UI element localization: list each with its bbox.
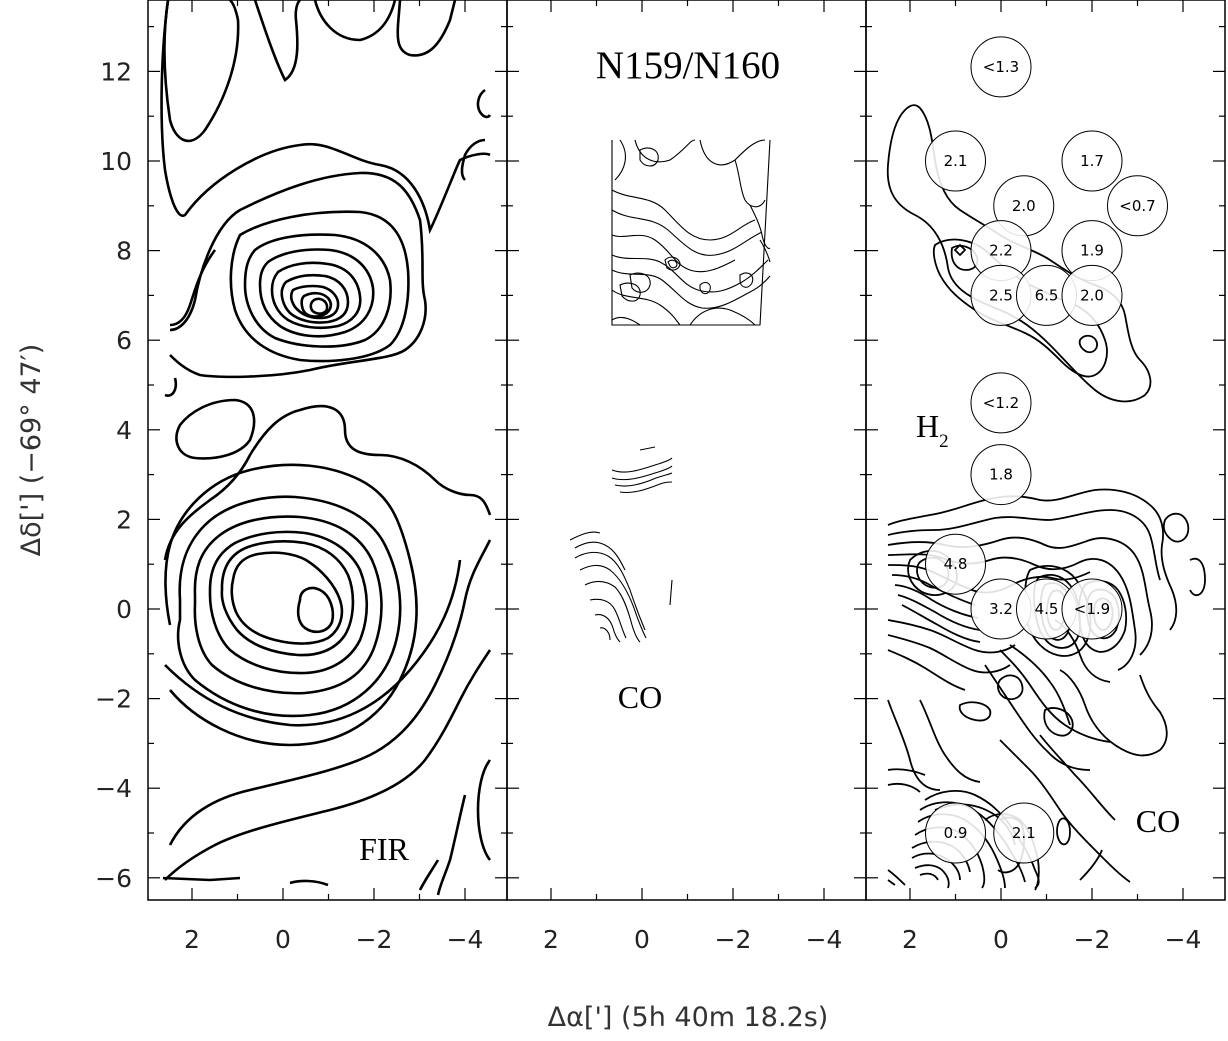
x-tick-labels: 2 0 −2 −4 2 0 −2 −4 2 0 −2 −4 [184,925,1201,954]
value-bubble [925,802,986,864]
x-tick-label: −2 [1074,925,1111,954]
fir-contours [160,0,492,896]
x-tick-label: 2 [184,925,200,954]
y-tick-label: 2 [116,505,132,534]
value-bubble-label: <1.2 [983,394,1019,412]
panel-label-co-middle: CO [618,679,662,715]
value-bubble-label: 2.0 [1012,197,1036,215]
x-tick-label: 2 [543,925,559,954]
x-tick-label: 0 [275,925,291,954]
panel-label-h2-subscript: 2 [939,431,949,452]
y-tick-label: 10 [100,147,132,176]
y-tick-label: −4 [95,774,132,803]
value-bubble-label: 2.0 [1080,286,1104,304]
value-bubble [1061,130,1123,192]
value-bubble [925,130,986,192]
value-bubble-label: <1.9 [1074,600,1110,618]
y-tick-label: 0 [116,595,132,624]
value-bubble [970,36,1032,98]
x-tick-label: −2 [715,925,752,954]
x-tick-label: 2 [902,925,918,954]
value-bubble-label: 1.7 [1080,152,1104,170]
value-bubble-label: <0.7 [1119,197,1155,215]
value-bubble-label: 4.5 [1035,600,1059,618]
panel-label-co-right: CO [1136,803,1180,839]
chart-title: N159/N160 [596,44,780,87]
y-tick-label: 4 [116,416,132,445]
value-bubble-label: 3.2 [989,600,1013,618]
panel-frame-h2co [865,0,1226,901]
x-axis-label: Δα['] (5h 40m 18.2s) [548,1002,829,1033]
value-bubble [1061,578,1123,640]
value-bubble-label: 4.8 [944,555,968,573]
y-tick-label: −6 [95,864,132,893]
value-bubble [1061,264,1123,326]
h2-bubbles: <1.3 2.1 1.7 2.0 <0.7 2.2 1.9 2.5 6.5 2.0 <1.2 1.8 4… [925,36,1168,864]
value-bubble [993,802,1055,864]
co-contours-middle [569,139,771,643]
value-bubble-label: 2.1 [944,152,968,170]
y-tick-label: 6 [116,326,132,355]
x-tick-label: −4 [1165,925,1202,954]
x-tick-label: −2 [356,925,393,954]
x-tick-label: 0 [993,925,1009,954]
y-tick-label: 12 [100,57,132,86]
panel-label-h2: H2 [916,408,949,452]
value-bubble-label: 2.1 [1012,824,1036,842]
y-tick-labels: 12 10 8 6 4 2 0 −2 −4 −6 [95,57,132,892]
value-bubble [970,444,1032,506]
value-bubble-label: 2.2 [989,242,1013,260]
x-tick-label: −4 [447,925,484,954]
x-tick-label: −4 [806,925,843,954]
value-bubble-label: 6.5 [1035,286,1059,304]
value-bubble [1107,175,1168,237]
value-bubble-label: 0.9 [944,824,968,842]
value-bubble [925,533,986,595]
value-bubble-label: 1.8 [989,466,1013,484]
y-tick-label: −2 [95,685,132,714]
panel-label-h2-main: H [916,408,939,444]
value-bubble-label: 2.5 [989,286,1013,304]
value-bubble [970,372,1032,434]
tick-marks [148,0,1225,900]
x-tick-label: 0 [634,925,650,954]
y-axis-label: Δδ['] (−69° 47′) [16,344,47,557]
value-bubble-label: <1.3 [983,58,1019,76]
value-bubble-label: 1.9 [1080,242,1104,260]
panel-frame-co [506,0,867,901]
panel-label-fir: FIR [359,831,409,867]
y-tick-label: 8 [116,237,132,266]
